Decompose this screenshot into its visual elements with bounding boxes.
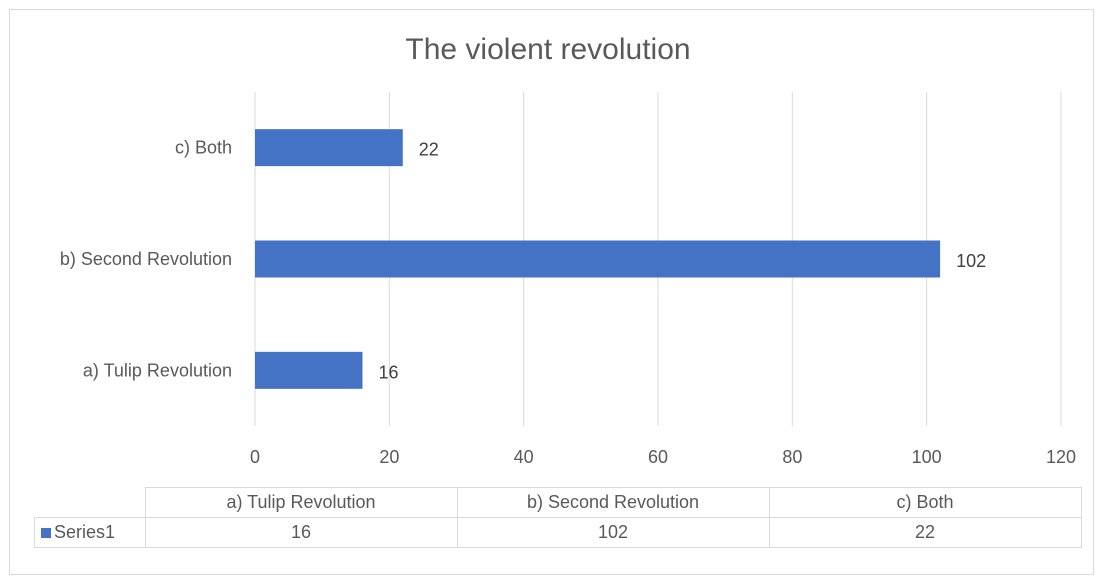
table-header-cell: c) Both: [768, 487, 1082, 518]
category-label: b) Second Revolution: [60, 249, 232, 269]
table-value-cell: 22: [768, 517, 1082, 548]
chart-title: The violent revolution: [405, 33, 691, 66]
x-tick-label: 80: [782, 447, 802, 467]
x-tick-label: 20: [379, 447, 399, 467]
series-name: Series1: [54, 522, 116, 542]
bar: [255, 351, 363, 389]
x-tick-label: 100: [912, 447, 942, 467]
table-value-cell: 102: [456, 517, 770, 548]
series-swatch-icon: [41, 528, 51, 538]
data-labels: 16 102 22: [378, 140, 986, 383]
table-header-cell: a) Tulip Revolution: [144, 487, 458, 518]
series-legend-cell: Series1: [34, 517, 146, 548]
data-label: 22: [419, 140, 439, 160]
table-row: Series1 16 102 22: [34, 517, 1082, 548]
category-label: a) Tulip Revolution: [83, 360, 232, 380]
category-label: c) Both: [175, 138, 232, 158]
bar: [255, 129, 403, 167]
data-label: 16: [378, 362, 398, 382]
x-tick-label: 0: [250, 447, 260, 467]
x-tick-label: 40: [514, 447, 534, 467]
bars: [255, 129, 941, 389]
table-header-row: a) Tulip Revolution b) Second Revolution…: [34, 487, 1082, 518]
data-label: 102: [956, 251, 986, 271]
table-value-cell: 16: [144, 517, 458, 548]
bar: [255, 240, 941, 278]
x-axis-ticks: 0 20 40 60 80 100 120: [250, 447, 1076, 467]
x-tick-label: 60: [648, 447, 668, 467]
table-header-cell: b) Second Revolution: [456, 487, 770, 518]
chart-frame: [9, 9, 1094, 575]
table-corner: [34, 487, 146, 518]
bar-chart-plot: 0 20 40 60 80 100 120 a) Tulip Revolution b) Se…: [60, 92, 1076, 467]
category-labels: a) Tulip Revolution b) Second Revolution c…: [60, 138, 232, 381]
data-table: a) Tulip Revolution b) Second Revolution…: [34, 487, 1082, 548]
x-tick-label: 120: [1046, 447, 1076, 467]
